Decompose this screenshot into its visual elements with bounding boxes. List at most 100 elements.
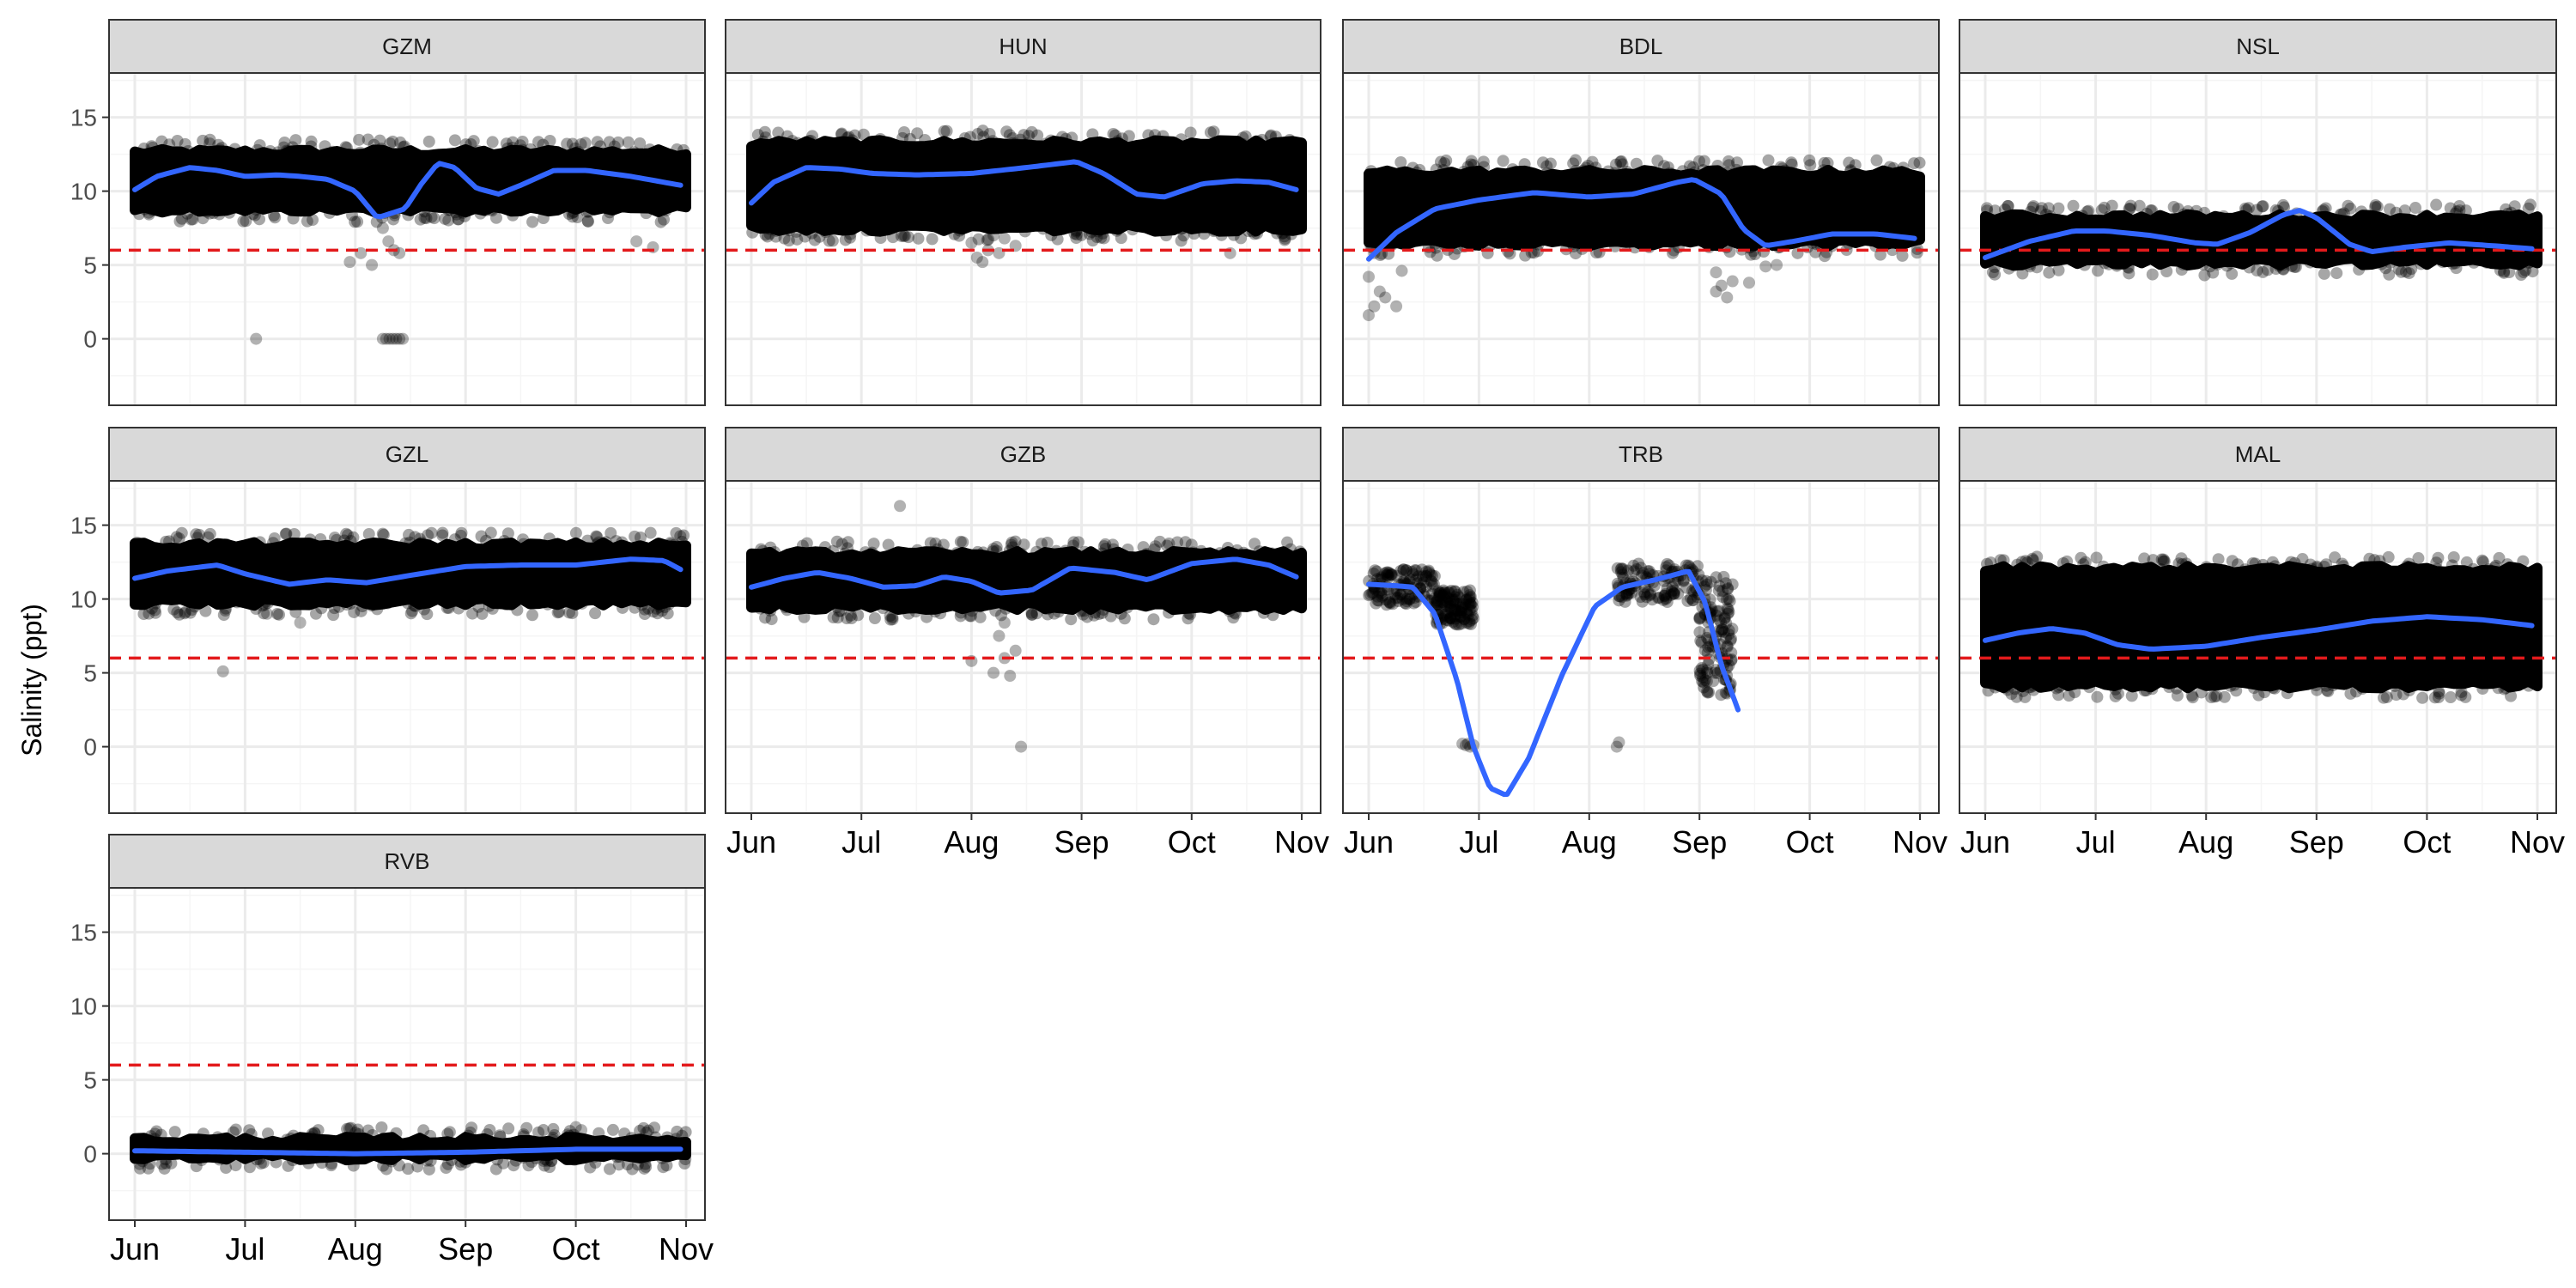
data-point <box>2125 690 2138 702</box>
data-point <box>517 1128 530 1141</box>
data-point <box>422 1163 435 1176</box>
data-point <box>1628 241 1641 254</box>
data-point <box>679 1153 692 1166</box>
data-point <box>2063 690 2075 702</box>
data-point <box>808 234 821 246</box>
x-tick-label: Nov <box>659 1231 714 1267</box>
data-point <box>663 598 676 611</box>
data-point <box>1236 137 1249 150</box>
data-point <box>1392 595 1405 608</box>
data-point <box>1634 591 1647 604</box>
data-point <box>1430 163 1443 176</box>
data-point <box>1622 587 1635 600</box>
data-point <box>543 1161 556 1174</box>
data-point <box>2287 678 2300 691</box>
data-point <box>2140 684 2153 697</box>
data-point <box>1389 592 1402 605</box>
data-point <box>1218 548 1231 561</box>
data-point <box>227 1126 240 1139</box>
data-point <box>424 1154 437 1167</box>
data-point <box>2034 680 2047 693</box>
data-point <box>243 1161 256 1174</box>
data-point <box>763 222 776 235</box>
data-point <box>1375 571 1388 584</box>
data-point <box>1239 130 1252 143</box>
data-point <box>1157 130 1170 143</box>
data-point <box>2010 690 2023 703</box>
data-point <box>575 597 588 610</box>
data-point <box>1175 234 1188 247</box>
data-point <box>459 1156 472 1169</box>
data-point <box>1709 666 1722 679</box>
data-point <box>282 1159 295 1172</box>
data-point <box>2261 264 2274 276</box>
panel-background <box>726 481 1321 813</box>
data-point <box>2095 204 2108 216</box>
data-point <box>2409 202 2422 215</box>
data-point <box>1388 588 1401 601</box>
data-point <box>1718 612 1731 625</box>
data-point <box>326 145 339 158</box>
data-point <box>1066 131 1078 144</box>
data-point <box>1716 585 1729 598</box>
data-point <box>1617 571 1630 584</box>
data-point <box>786 135 799 148</box>
panel-content <box>1959 550 2556 704</box>
data-point <box>2377 691 2390 704</box>
data-point <box>2024 205 2037 218</box>
data-point <box>1722 592 1735 605</box>
data-point <box>1484 239 1497 252</box>
data-point <box>2416 691 2429 704</box>
data-point <box>1694 669 1707 682</box>
data-point <box>616 536 629 549</box>
data-point <box>145 602 158 615</box>
data-point <box>1886 244 1899 257</box>
data-point <box>1042 608 1054 621</box>
data-point <box>197 134 210 147</box>
data-point <box>484 526 497 539</box>
data-point <box>2008 683 2021 696</box>
data-point <box>1433 586 1446 599</box>
data-point <box>1380 566 1393 579</box>
data-point <box>524 143 537 155</box>
data-point <box>2415 258 2427 270</box>
data-point <box>581 215 594 228</box>
panel-background <box>109 888 705 1220</box>
data-point <box>149 1127 161 1140</box>
data-point <box>474 207 487 220</box>
data-point <box>592 1127 605 1139</box>
data-point <box>1417 576 1430 589</box>
data-point <box>1023 130 1036 143</box>
data-point <box>2154 562 2167 575</box>
data-point <box>2243 261 2256 274</box>
data-point <box>2140 563 2153 576</box>
data-point <box>503 146 516 159</box>
data-point <box>1448 595 1461 608</box>
data-point <box>385 1155 398 1168</box>
data-point <box>202 203 215 216</box>
data-point <box>1407 568 1420 580</box>
data-point <box>1050 544 1063 557</box>
data-point <box>2322 684 2335 697</box>
data-point <box>1874 248 1886 261</box>
data-point <box>2369 201 2382 214</box>
data-point <box>362 527 375 540</box>
data-point <box>1456 598 1469 611</box>
data-point <box>2178 208 2190 221</box>
data-point <box>562 606 575 619</box>
outlier-point <box>1459 738 1472 751</box>
data-point <box>1427 578 1440 591</box>
data-point <box>1702 641 1715 653</box>
data-point <box>1627 565 1640 578</box>
data-point <box>1455 611 1467 623</box>
data-point <box>271 146 284 159</box>
data-point <box>965 605 978 617</box>
data-point <box>764 605 777 617</box>
data-point <box>1370 565 1383 578</box>
data-point <box>207 207 220 220</box>
data-point <box>866 546 878 559</box>
data-point <box>2224 679 2237 692</box>
data-point <box>2083 681 2096 694</box>
data-point <box>2079 556 2092 568</box>
